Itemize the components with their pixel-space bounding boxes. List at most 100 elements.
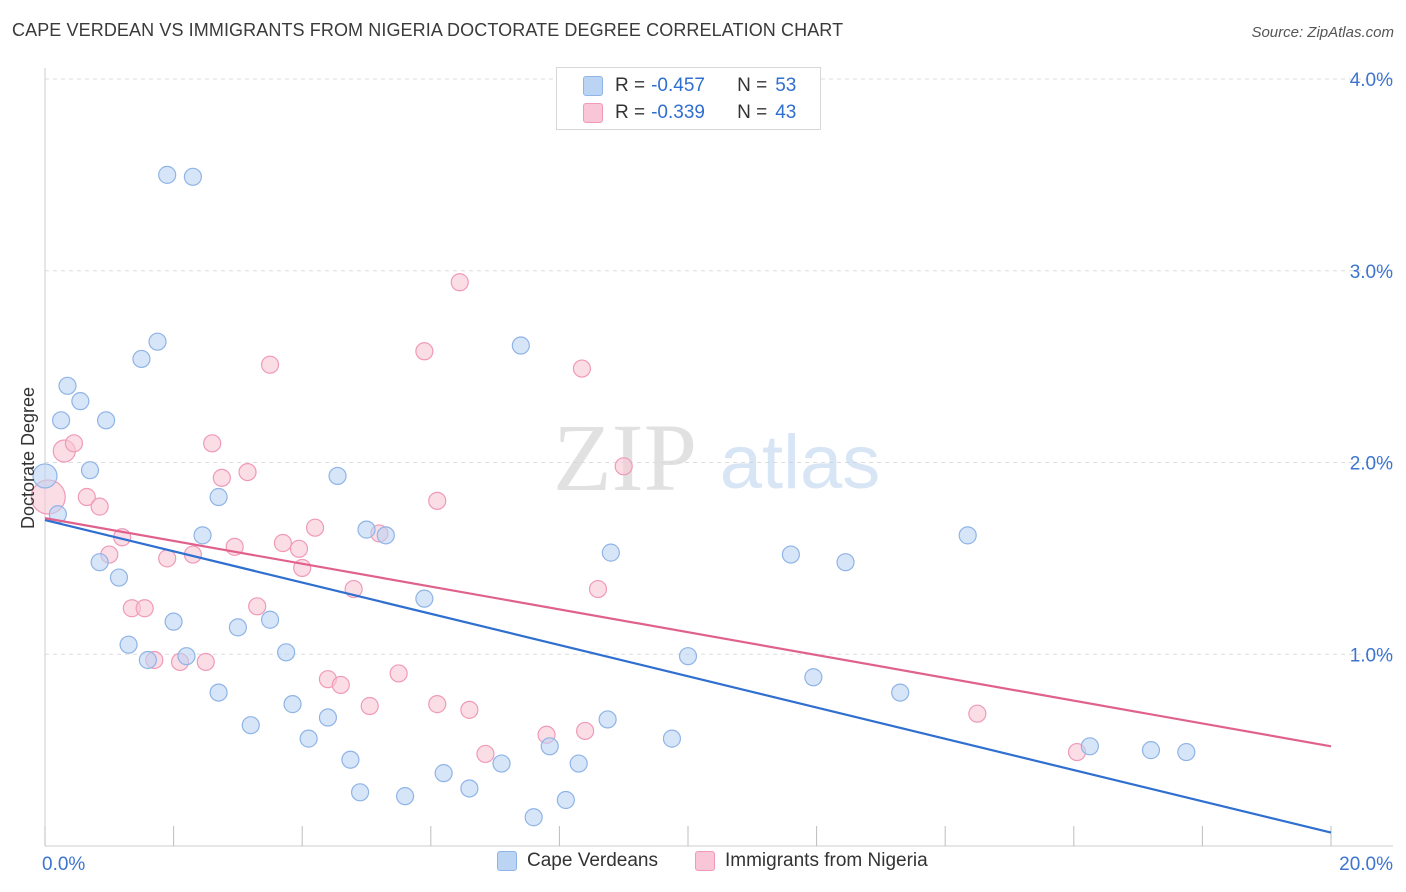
stats-legend: R = -0.457 N = 53 R = -0.339 N = 43 <box>556 67 821 130</box>
nigeria-point <box>428 491 447 510</box>
n-value: 53 <box>775 75 797 96</box>
cape-verdean-point <box>209 683 228 702</box>
cape-verdean-point <box>1141 741 1161 760</box>
cape-verdean-point <box>1080 737 1099 756</box>
cape-verdean-point <box>299 729 318 748</box>
cape-verdean-point <box>540 737 559 756</box>
legend-label: Cape Verdeans <box>527 850 658 871</box>
y-tick-label: 1.0% <box>1350 645 1393 666</box>
nigeria-point <box>588 579 608 599</box>
cape-verdean-point <box>1177 742 1196 762</box>
nigeria-point <box>196 652 215 672</box>
cape-verdean-point <box>260 610 280 629</box>
cape-verdean-point <box>598 710 617 729</box>
cape-verdean-point <box>58 376 77 395</box>
legend-label: Immigrants from Nigeria <box>725 850 928 871</box>
y-tick-label: 2.0% <box>1350 454 1393 475</box>
cape-verdean-point <box>138 650 157 670</box>
cape-verdean-point <box>569 754 588 773</box>
cape-verdean-point <box>357 520 376 539</box>
cape-verdean-point <box>318 708 338 727</box>
cape-verdean-point <box>51 411 71 430</box>
cape-verdean-point <box>492 754 511 773</box>
nigeria-point <box>77 487 96 507</box>
series-legend: Cape Verdeans Immigrants from Nigeria <box>0 850 1406 878</box>
nigeria-point <box>64 434 84 453</box>
source-label: Source: ZipAtlas.com <box>1251 24 1394 41</box>
nigeria-swatch <box>695 851 715 871</box>
cape-verdean-point <box>183 167 202 186</box>
watermark-atlas: atlas <box>720 420 881 505</box>
nigeria-point <box>576 721 595 741</box>
data-points <box>30 165 1196 827</box>
cape-verdean-trend-line <box>44 518 1332 834</box>
nigeria-point <box>331 675 350 695</box>
n-label: N = <box>737 75 768 96</box>
nigeria-point <box>260 355 280 374</box>
nigeria-point <box>460 700 479 719</box>
stats-row-nigeria: R = -0.339 N = 43 <box>583 100 796 126</box>
nigeria-point <box>415 342 434 361</box>
cape-verdeans-swatch <box>497 851 517 871</box>
x-tick-label: 0.0% <box>42 854 85 875</box>
nigeria-point <box>614 457 633 476</box>
cape-verdean-point <box>511 336 530 355</box>
cape-verdean-point <box>209 487 228 507</box>
cape-verdean-point <box>341 750 360 769</box>
cape-verdean-point <box>601 543 620 562</box>
cape-verdean-point <box>415 589 434 608</box>
cape-verdean-point <box>90 553 109 572</box>
nigeria-point <box>968 704 987 723</box>
cape-verdean-point <box>328 466 347 486</box>
nigeria-point <box>450 273 469 292</box>
cape-verdean-point <box>781 545 800 564</box>
cape-verdean-point <box>804 668 823 687</box>
nigeria-point <box>572 359 592 378</box>
nigeria-point <box>135 599 154 618</box>
cape-verdean-point <box>678 647 698 666</box>
nigeria-point <box>289 539 309 558</box>
cape-verdean-point <box>158 165 177 184</box>
cape-verdean-point <box>193 526 212 545</box>
nigeria-point <box>203 434 222 453</box>
cape-verdean-point <box>32 463 58 489</box>
nigeria-swatch <box>583 103 603 123</box>
trend-lines <box>44 517 1332 834</box>
nigeria-point <box>305 518 325 537</box>
nigeria-point <box>428 695 447 714</box>
cape-verdean-point <box>241 716 260 735</box>
cape-verdean-point <box>164 612 183 631</box>
cape-verdean-point <box>434 764 453 783</box>
cape-verdean-point <box>109 568 129 587</box>
cape-verdeans-swatch <box>583 76 603 96</box>
cape-verdean-point <box>71 392 90 411</box>
chart-title: CAPE VERDEAN VS IMMIGRANTS FROM NIGERIA … <box>12 20 844 40</box>
nigeria-point <box>212 468 231 487</box>
y-tick-label: 3.0% <box>1350 262 1393 283</box>
legend-item-cape-verdeans[interactable]: Cape Verdeans <box>497 850 658 872</box>
tick-labels: 1.0% 2.0% 3.0% 4.0% 0.0% 20.0% <box>42 70 1393 875</box>
stats-row-cape-verdeans: R = -0.457 N = 53 <box>583 73 796 99</box>
cape-verdean-point <box>958 526 977 545</box>
nigeria-point <box>158 549 177 568</box>
cape-verdean-point <box>891 683 910 702</box>
nigeria-point <box>238 462 257 482</box>
cape-verdean-point <box>524 808 543 827</box>
r-value: -0.339 <box>651 102 705 123</box>
r-label: R = <box>615 102 646 123</box>
legend-item-nigeria[interactable]: Immigrants from Nigeria <box>695 850 928 872</box>
nigeria-point <box>248 597 267 616</box>
cape-verdean-point <box>556 790 575 810</box>
n-value: 43 <box>775 102 797 123</box>
cape-verdean-point <box>148 332 167 351</box>
gridlines <box>45 78 1393 655</box>
cape-verdean-point <box>460 779 479 798</box>
cape-verdean-point <box>376 526 395 545</box>
nigeria-point <box>273 533 293 553</box>
nigeria-point <box>90 497 109 516</box>
cape-verdean-point <box>836 553 855 572</box>
r-label: R = <box>615 75 646 96</box>
x-tick-label: 20.0% <box>1339 854 1393 875</box>
cape-verdean-point <box>662 729 682 748</box>
